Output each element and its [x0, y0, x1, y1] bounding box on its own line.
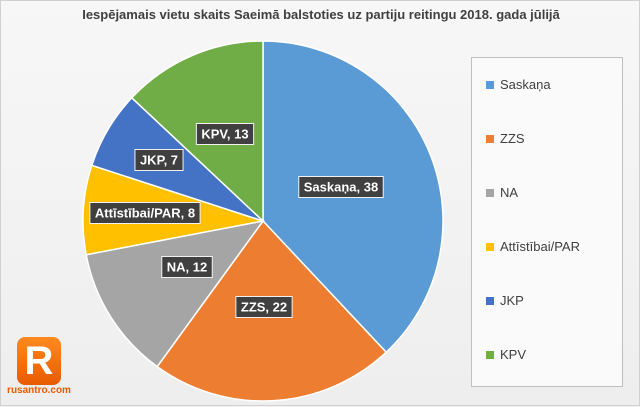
legend-label: Attīstībai/PAR: [500, 239, 580, 254]
legend-label: ZZS: [500, 131, 525, 146]
logo-letter: R: [17, 337, 61, 385]
legend-swatch: [486, 188, 494, 197]
legend-item-na: NA: [486, 185, 518, 200]
svg-text:ZZS, 22: ZZS, 22: [241, 300, 287, 315]
svg-text:KPV, 13: KPV, 13: [201, 127, 248, 142]
legend-swatch: [486, 134, 494, 143]
data-label-zzs: ZZS, 22: [235, 296, 293, 318]
pie-slice-na: [85, 219, 265, 368]
rusantro-logo: R rusantro.com: [7, 337, 71, 401]
legend-swatch: [486, 80, 494, 89]
data-label-saska-a: Saskaņa, 38: [298, 176, 384, 198]
legend-item-att-st-bai-par: Attīstībai/PAR: [486, 239, 580, 254]
legend-item-kpv: KPV: [486, 347, 526, 362]
legend-label: NA: [500, 185, 519, 200]
legend-swatch: [486, 350, 494, 359]
svg-text:JKP, 7: JKP, 7: [140, 153, 178, 168]
legend-label: KPV: [500, 347, 527, 362]
data-label-na: NA, 12: [161, 256, 213, 278]
data-label-kpv: KPV, 13: [195, 123, 255, 145]
legend-item-saska-a: Saskaņa: [486, 77, 551, 92]
chart-title: Iespējamais vietu skaits Saeimā balstoti…: [82, 7, 560, 22]
svg-text:Attīstībai/PAR, 8: Attīstībai/PAR, 8: [95, 206, 195, 221]
legend: Saskaņa ZZS NA Attīstībai/PAR JKP KPV: [471, 57, 623, 387]
svg-text:Saskaņa, 38: Saskaņa, 38: [304, 180, 378, 195]
legend-label: Saskaņa: [500, 77, 551, 92]
legend-swatch: [486, 296, 494, 305]
logo-text: rusantro.com: [7, 385, 71, 396]
data-label-att-st-bai-par: Attīstībai/PAR, 8: [89, 202, 201, 224]
legend-item-zzs: ZZS: [486, 131, 525, 146]
legend-swatch: [486, 242, 494, 251]
data-label-jkp: JKP, 7: [134, 149, 184, 171]
legend-item-jkp: JKP: [486, 293, 524, 308]
legend-label: JKP: [500, 293, 524, 308]
svg-text:NA, 12: NA, 12: [167, 260, 207, 275]
